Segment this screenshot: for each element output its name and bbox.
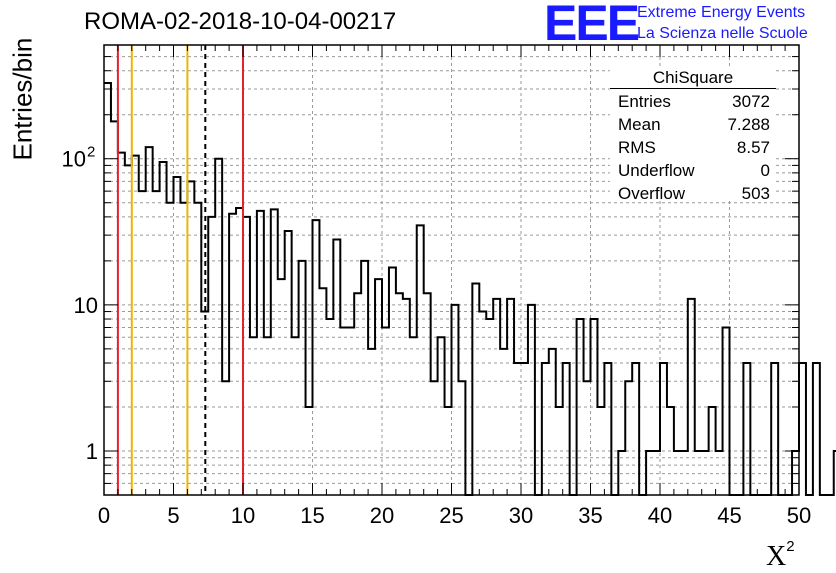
- y-tick-label-exponent: 2: [87, 144, 95, 161]
- x-tick-label: 20: [370, 503, 394, 528]
- stats-row-mean: Mean 7.288: [618, 115, 770, 137]
- stats-value: 7.288: [727, 115, 770, 134]
- chart-title: ROMA-02-2018-10-04-00217: [84, 8, 397, 35]
- x-axis-label-exponent: 2: [786, 538, 795, 555]
- x-tick-label: 35: [578, 503, 602, 528]
- stats-value: 503: [741, 184, 770, 203]
- logo-line-1: Extreme Energy Events: [637, 4, 806, 21]
- x-tick-label: 25: [439, 503, 463, 528]
- stats-row-overflow: Overflow 503: [618, 184, 770, 206]
- y-tick-label: 1: [86, 439, 98, 464]
- eee-logo: EEE: [544, 0, 640, 51]
- logo-line-2: La Scienza nelle Scuole: [637, 25, 808, 42]
- stats-box-divider: [610, 88, 776, 89]
- stats-value: 0: [760, 161, 770, 180]
- x-tick-label: 10: [231, 503, 255, 528]
- stats-key: RMS: [618, 138, 656, 157]
- x-axis-label-symbol: X: [766, 541, 787, 572]
- x-tick-label: 40: [648, 503, 672, 528]
- stats-value: 8.57: [736, 138, 770, 157]
- y-tick-label: 10: [62, 147, 86, 172]
- stats-key: Overflow: [618, 184, 686, 203]
- stats-row-entries: Entries 3072: [618, 92, 770, 114]
- y-axis-label: Entries/bin: [7, 37, 38, 161]
- x-tick-label: 30: [509, 503, 533, 528]
- x-tick-label: 5: [167, 503, 179, 528]
- x-tick-label: 15: [300, 503, 324, 528]
- stats-key: Entries: [618, 92, 671, 111]
- x-axis-label: X2: [766, 538, 795, 573]
- x-tick-label: 0: [98, 503, 110, 528]
- stats-value: 3072: [732, 92, 770, 111]
- x-tick-label: 50: [787, 503, 811, 528]
- stats-key: Underflow: [618, 161, 695, 180]
- histogram-outline: [104, 81, 836, 496]
- stats-row-underflow: Underflow 0: [618, 161, 770, 183]
- x-tick-label: 45: [717, 503, 741, 528]
- stats-key: Mean: [618, 115, 661, 134]
- stats-box-title: ChiSquare: [652, 68, 734, 87]
- stats-box: ChiSquare Entries 3072 Mean 7.288 RMS 8.…: [610, 66, 776, 203]
- stats-row-rms: RMS 8.57: [618, 138, 770, 160]
- y-tick-label: 10: [74, 293, 98, 318]
